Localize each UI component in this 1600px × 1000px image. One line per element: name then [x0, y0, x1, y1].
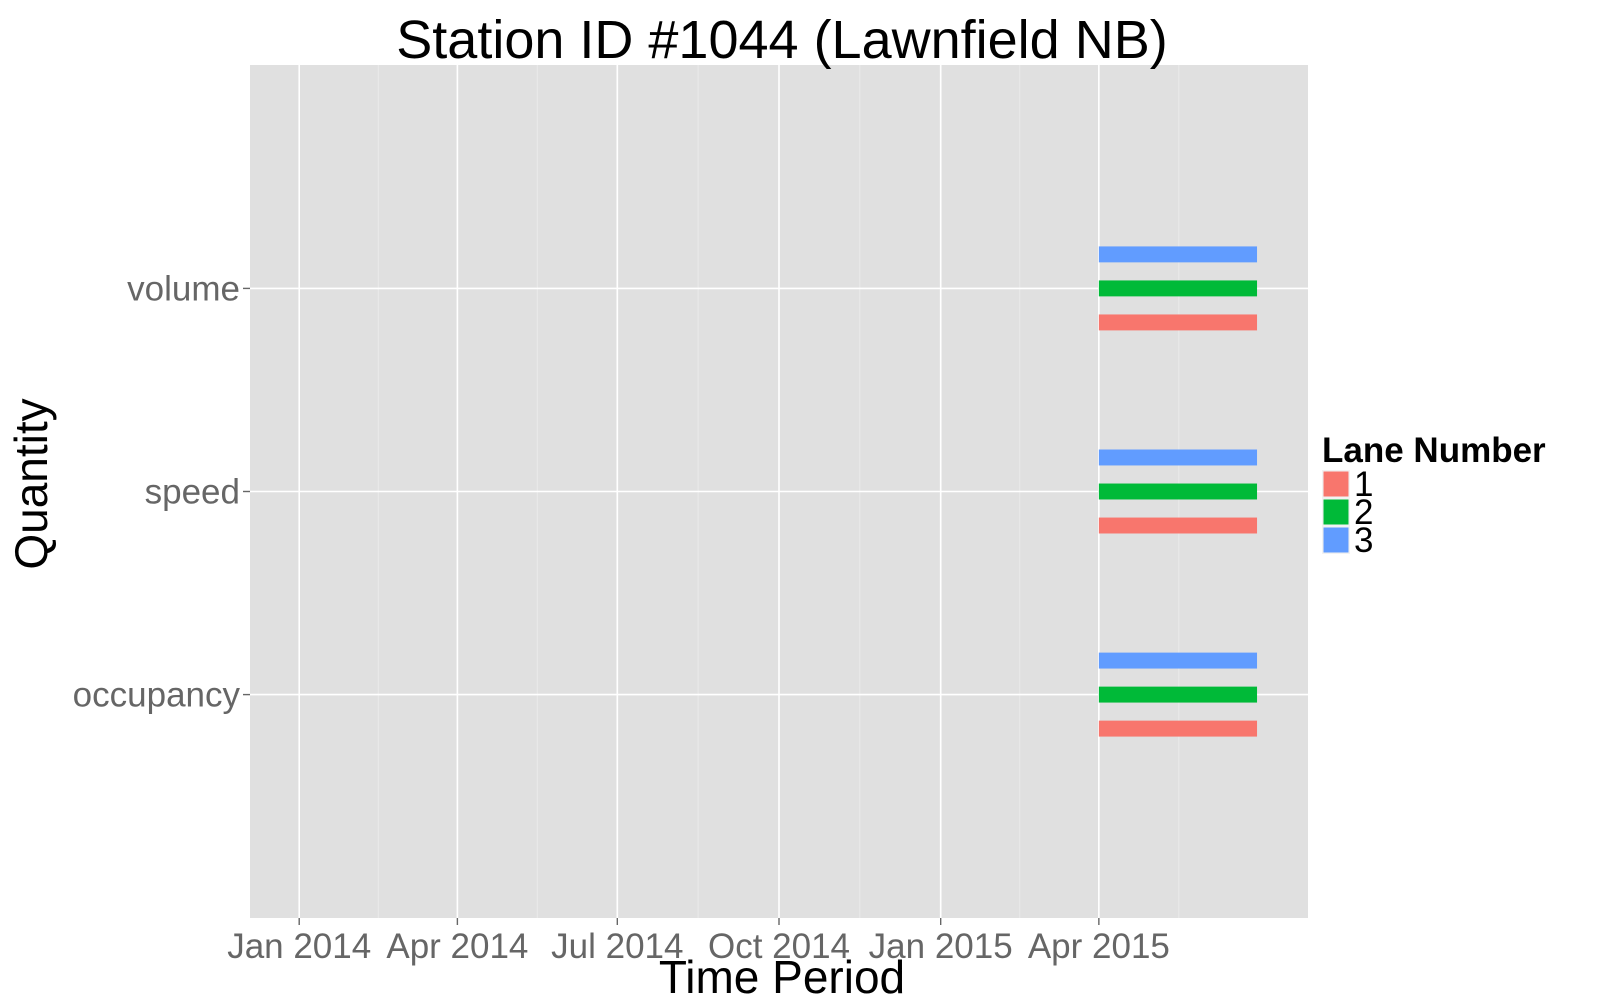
legend-label: 2	[1354, 493, 1373, 532]
bar-lane-1-volume	[1098, 314, 1258, 331]
legend-swatch	[1323, 499, 1349, 525]
bar-lane-3-volume	[1098, 246, 1258, 263]
legend-label: 3	[1354, 521, 1373, 560]
legend-label: 1	[1354, 465, 1373, 504]
bar-lane-1-occupancy	[1098, 720, 1258, 737]
x-axis-title: Time Period	[659, 951, 905, 1000]
x-tick-label: Apr 2014	[386, 927, 528, 966]
x-tick-label: Jul 2014	[551, 927, 683, 966]
bar-lane-2-speed	[1098, 483, 1258, 500]
bar-lane-1-speed	[1098, 517, 1258, 534]
x-tick-label: Jan 2014	[227, 927, 371, 966]
major-grid	[250, 65, 1308, 918]
bar-lane-3-speed	[1098, 449, 1258, 466]
legend: Lane Number 123	[1322, 431, 1546, 560]
x-tick-label: Jan 2015	[869, 927, 1013, 966]
y-axis-title: Quantity	[5, 398, 57, 569]
x-tick-label: Oct 2014	[708, 927, 850, 966]
bar-lane-2-occupancy	[1098, 686, 1258, 703]
y-tick-label: volume	[127, 269, 240, 308]
plot-panel	[250, 65, 1308, 918]
y-axis: occupancy speed volume	[73, 269, 250, 715]
y-tick-label: speed	[145, 473, 240, 512]
chart-title: Station ID #1044 (Lawnfield NB)	[396, 10, 1167, 70]
bar-lane-3-occupancy	[1098, 652, 1258, 669]
legend-swatch	[1323, 527, 1349, 553]
x-tick-label: Apr 2015	[1028, 927, 1170, 966]
x-axis: Jan 2014 Apr 2014 Jul 2014 Oct 2014 Jan 2015…	[227, 918, 1170, 966]
y-tick-label: occupancy	[73, 676, 241, 715]
bar-lane-2-volume	[1098, 280, 1258, 297]
legend-title: Lane Number	[1322, 431, 1546, 470]
legend-swatch	[1323, 471, 1349, 497]
bars	[1098, 246, 1258, 737]
